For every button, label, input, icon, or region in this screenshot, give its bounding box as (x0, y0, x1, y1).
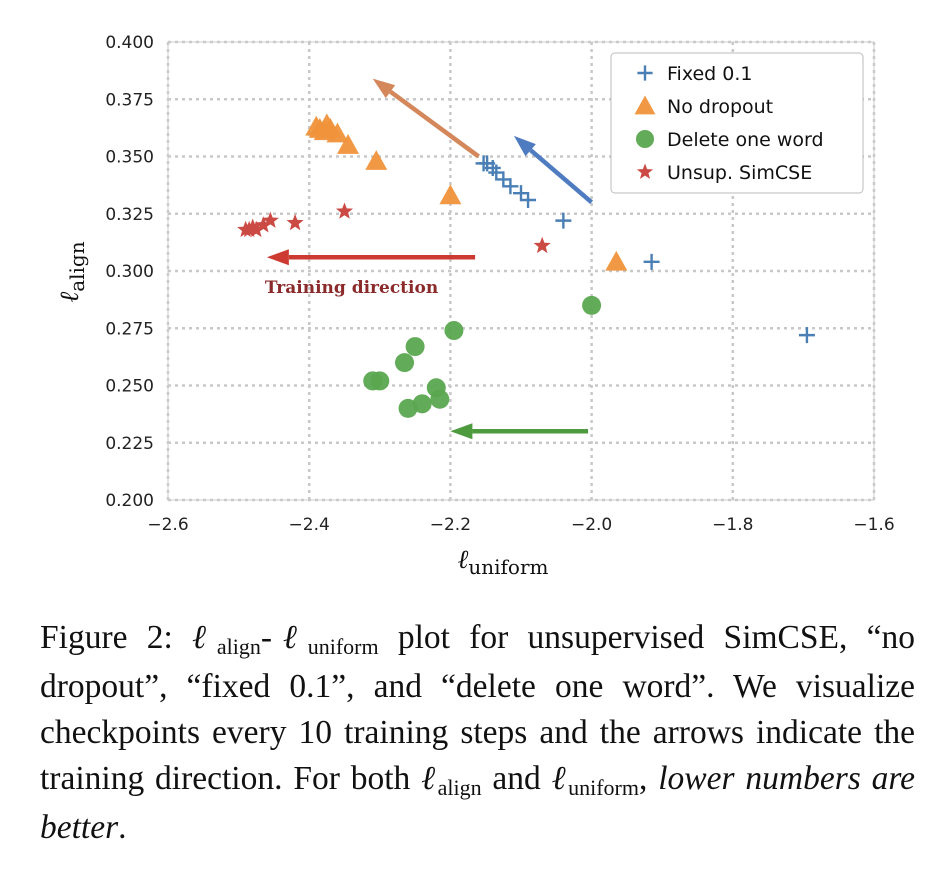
y-tick-label: 0.325 (105, 205, 154, 225)
x-tick-label: −1.8 (712, 515, 753, 535)
data-point-circle (395, 353, 415, 373)
data-point-circle (582, 295, 602, 315)
data-point-plus (502, 178, 519, 195)
data-point-plus (513, 185, 529, 202)
data-point-plus (495, 171, 512, 188)
x-tick-label: −2.4 (289, 515, 330, 535)
y-tick-label: 0.300 (105, 262, 154, 282)
data-point-plus (475, 155, 492, 172)
training-direction-arrow (513, 135, 594, 205)
data-point-star (261, 211, 279, 228)
legend-label: Delete one word (667, 129, 824, 151)
caption-text: plot for unsupervised SimCSE, “no dropou… (40, 619, 915, 797)
arrow-head (450, 423, 473, 440)
caption-emphasis: lower numbers are better (40, 760, 916, 846)
legend-item: Delete one word (635, 129, 824, 151)
legend: Fixed 0.1 No dropout Delete one word Unsup.… (610, 52, 864, 194)
data-point-star (335, 202, 354, 219)
data-point-star (244, 218, 262, 235)
data-point-triangle (305, 115, 328, 136)
direction-arrows (266, 78, 594, 440)
legend-item: Fixed 0.1 (637, 63, 753, 85)
data-point-triangle (337, 134, 360, 154)
legend-item: Unsup. SimCSE (636, 162, 812, 184)
training-direction-arrow (266, 249, 476, 266)
x-tick-label: −2.2 (430, 515, 471, 535)
annotation-label: Training direction (265, 278, 438, 298)
data-point-triangle (605, 250, 628, 271)
annotations: Training direction (265, 278, 438, 298)
y-tick-label: 0.375 (105, 90, 154, 110)
plot-frame (167, 41, 875, 501)
legend-label: Unsup. SimCSE (667, 162, 812, 184)
data-point-plus (555, 212, 572, 229)
x-tick-label: −1.6 (853, 515, 894, 535)
data-point-star (286, 213, 304, 231)
legend-box (610, 52, 864, 194)
data-point-triangle (439, 184, 462, 205)
training-direction-arrow (372, 78, 480, 159)
data-point-triangle (365, 150, 388, 170)
training-direction-arrow (450, 423, 589, 440)
data-point-circle (405, 337, 425, 357)
legend-item: No dropout (634, 95, 773, 118)
caption-figure-label: Figure 2: (40, 619, 193, 656)
x-axis-ticks: −2.6 −2.4 −2.2 −2.0 −1.8 −1.6 (147, 515, 894, 535)
data-point-circle (430, 389, 450, 409)
data-point-circle (398, 398, 418, 418)
y-tick-label: 0.225 (105, 434, 154, 454)
arrow-shaft (389, 89, 480, 159)
data-point-plus (798, 327, 815, 344)
data-point-plus (643, 253, 660, 270)
scatter-chart: −2.6 −2.4 −2.2 −2.0 −1.8 −1.6 0.200 0.225 0.250… (55, 33, 895, 579)
y-tick-label: 0.275 (105, 319, 154, 339)
legend-marker (634, 95, 656, 115)
data-point-star (254, 216, 272, 233)
y-tick-label: 0.250 (105, 377, 154, 397)
data-points (237, 113, 815, 418)
legend-label: No dropout (667, 96, 773, 118)
y-axis-ticks: 0.200 0.225 0.250 0.275 0.300 0.325 0.350 0.375… (105, 33, 154, 511)
arrow-shaft (529, 148, 594, 205)
y-tick-label: 0.200 (105, 491, 154, 511)
x-axis-label: ℓuniform (458, 545, 549, 579)
x-tick-label: −2.0 (571, 515, 612, 535)
arrow-head (266, 249, 289, 266)
figure-caption: Figure 2: ℓalign-ℓuniform plot for unsup… (40, 619, 916, 846)
legend-marker (636, 163, 654, 179)
data-point-star (533, 236, 551, 254)
arrow-head (372, 78, 396, 99)
data-point-star (237, 220, 255, 238)
data-point-plus (520, 192, 537, 209)
y-tick-label: 0.350 (105, 148, 154, 168)
legend-marker (635, 129, 655, 149)
arrow-head (513, 135, 536, 157)
legend-marker (637, 65, 653, 81)
data-point-circle (444, 321, 464, 341)
chart-area: −2.6 −2.4 −2.2 −2.0 −1.8 −1.6 0.200 0.225 0.250… (55, 33, 895, 579)
data-point-circle (363, 371, 383, 391)
legend-label: Fixed 0.1 (667, 63, 753, 85)
y-axis-label: ℓalign (55, 241, 89, 302)
y-tick-label: 0.400 (105, 33, 154, 53)
x-tick-label: −2.6 (147, 515, 188, 535)
